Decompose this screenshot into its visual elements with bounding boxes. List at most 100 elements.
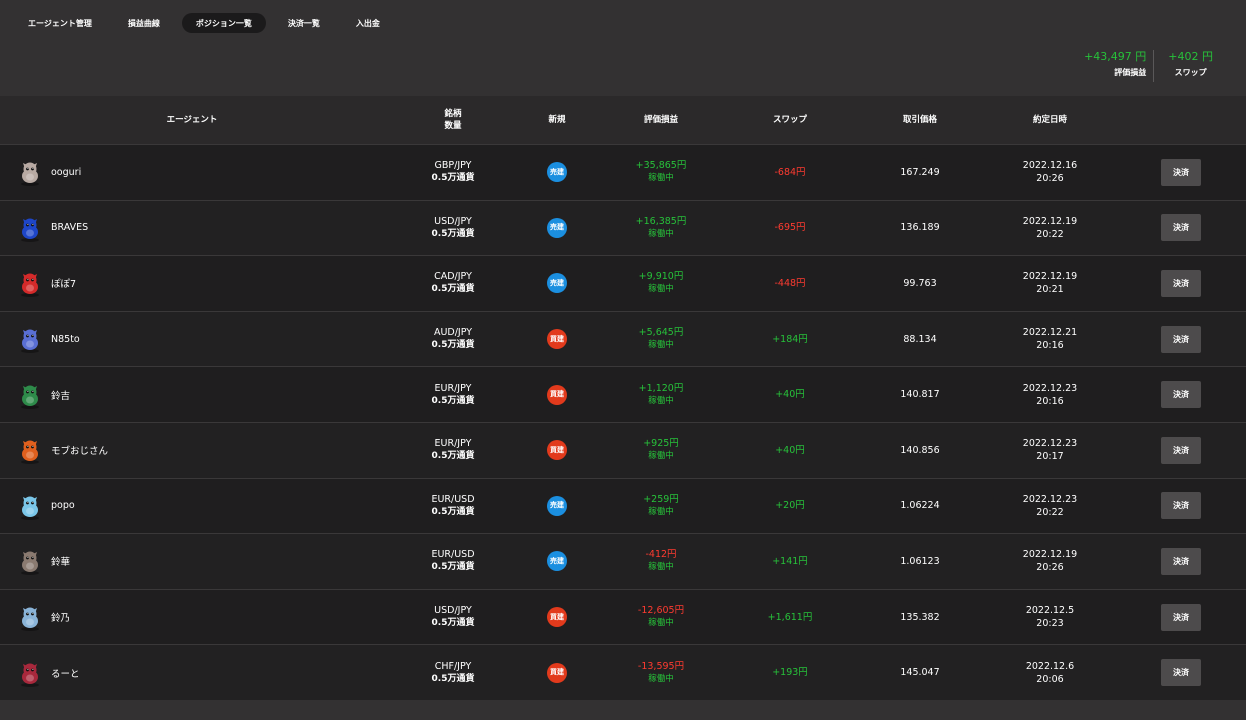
settle-button[interactable]: 決済 — [1161, 214, 1201, 242]
trade-date: 2022.12.5 — [1025, 605, 1075, 617]
header-swap: スワップ — [773, 96, 807, 144]
price-value: 135.382 — [900, 611, 940, 623]
trade-date: 2022.12.19 — [1022, 271, 1078, 283]
pl-value: +9,910円 — [638, 271, 684, 283]
agent-cell: 鈴華 — [16, 534, 70, 589]
agent-name: るーと — [51, 668, 80, 680]
quantity: 0.5万通貨 — [431, 395, 475, 406]
currency-pair: EUR/USD — [431, 549, 475, 561]
price-value: 140.856 — [900, 444, 940, 456]
new-cell: 売建 — [547, 534, 567, 589]
agent-cell: N85to — [16, 312, 80, 367]
price-value: 1.06123 — [900, 555, 940, 567]
currency-pair: EUR/JPY — [434, 382, 472, 394]
pl-cell: +925円 稼働中 — [643, 423, 679, 478]
agent-cell: るーと — [16, 645, 80, 700]
action-cell: 決済 — [1161, 201, 1201, 256]
swap-value: -684円 — [774, 166, 806, 178]
status-text: 稼働中 — [648, 451, 674, 462]
table-row: 鈴吉 EUR/JPY 0.5万通貨 買建 +1,120円 稼働中 +40円 14… — [0, 366, 1246, 422]
status-text: 稼働中 — [648, 618, 674, 629]
header-symbol-label: 銘柄 — [444, 109, 462, 119]
status-text: 稼働中 — [648, 395, 674, 406]
nav-tab[interactable]: ポジション一覧 — [181, 13, 266, 33]
datetime-cell: 2022.12.23 20:16 — [1023, 367, 1077, 422]
price-value: 1.06224 — [900, 500, 940, 512]
price-cell: 145.047 — [900, 645, 939, 700]
header-swap-label: スワップ — [772, 115, 808, 125]
side-badge: 売建 — [547, 162, 567, 183]
agent-avatar-icon — [21, 329, 39, 354]
table-header: エージェント 銘柄 数量 新規 評価損益 スワップ 取引価格 約定日時 — [0, 96, 1246, 144]
new-cell: 買建 — [547, 423, 567, 478]
settle-button[interactable]: 決済 — [1161, 436, 1201, 464]
symbol-cell: EUR/JPY 0.5万通貨 — [432, 423, 475, 478]
agent-avatar-icon — [21, 385, 39, 409]
currency-pair: USD/JPY — [434, 215, 472, 227]
header-symbol-quantity: 銘柄 数量 — [444, 96, 461, 144]
agent-cell: ぽぽ7 — [16, 256, 76, 311]
header-datetime: 約定日時 — [1033, 96, 1067, 144]
datetime-cell: 2022.12.16 20:26 — [1023, 145, 1077, 200]
side-badge: 売建 — [547, 551, 567, 572]
agent-avatar-icon — [21, 496, 39, 520]
nav-tab[interactable]: 入出金 — [355, 18, 380, 28]
swap-cell: +1,611円 — [768, 590, 813, 645]
datetime-cell: 2022.12.19 20:26 — [1023, 534, 1077, 589]
table-row: popo EUR/USD 0.5万通貨 売建 +259円 稼働中 +20円 1.… — [0, 477, 1246, 534]
currency-pair: EUR/USD — [431, 493, 475, 505]
trade-time: 20:23 — [1036, 618, 1064, 630]
trade-time: 20:16 — [1036, 340, 1064, 352]
action-cell: 決済 — [1161, 312, 1201, 367]
symbol-cell: EUR/USD 0.5万通貨 — [431, 479, 474, 534]
pl-cell: +9,910円 稼働中 — [639, 256, 684, 311]
action-cell: 決済 — [1161, 534, 1201, 589]
agent-cell: popo — [16, 479, 75, 534]
header-pl-label: 評価損益 — [643, 115, 679, 125]
nav-tab[interactable]: エージェント管理 — [28, 18, 92, 28]
settle-button[interactable]: 決済 — [1161, 603, 1201, 631]
nav-tab[interactable]: 損益曲線 — [127, 18, 160, 28]
settle-button[interactable]: 決済 — [1161, 269, 1201, 297]
currency-pair: CHF/JPY — [434, 660, 472, 672]
swap-value: +20円 — [775, 500, 805, 512]
header-price-label: 取引価格 — [902, 115, 938, 125]
new-cell: 買建 — [547, 367, 567, 422]
pl-value: +16,385円 — [635, 215, 687, 227]
pl-cell: -12,605円 稼働中 — [638, 590, 684, 645]
trade-time: 20:16 — [1036, 395, 1064, 407]
settle-button[interactable]: 決済 — [1161, 659, 1201, 687]
quantity: 0.5万通貨 — [431, 618, 475, 629]
table-row: ぽぽ7 CAD/JPY 0.5万通貨 売建 +9,910円 稼働中 -448円 … — [0, 255, 1246, 311]
new-cell: 売建 — [547, 145, 567, 200]
pl-cell: -412円 稼働中 — [645, 534, 676, 589]
trade-time: 20:26 — [1036, 173, 1064, 185]
symbol-cell: USD/JPY 0.5万通貨 — [432, 590, 475, 645]
symbol-cell: EUR/JPY 0.5万通貨 — [432, 367, 475, 422]
table-row: 鈴華 EUR/USD 0.5万通貨 売建 -412円 稼働中 +141円 1.0… — [0, 533, 1246, 589]
settle-button[interactable]: 決済 — [1161, 158, 1201, 186]
swap-value: -695円 — [774, 222, 806, 234]
agent-avatar-icon — [21, 551, 39, 576]
currency-pair: EUR/JPY — [434, 438, 472, 450]
pl-value: -12,605円 — [637, 605, 685, 617]
datetime-cell: 2022.12.19 20:22 — [1023, 201, 1077, 256]
settle-button[interactable]: 決済 — [1161, 547, 1201, 575]
swap-cell: +40円 — [775, 367, 805, 422]
price-cell: 99.763 — [903, 256, 936, 311]
settle-button[interactable]: 決済 — [1161, 381, 1201, 409]
table-row: BRAVES USD/JPY 0.5万通貨 売建 +16,385円 稼働中 -6… — [0, 199, 1246, 256]
settle-button[interactable]: 決済 — [1161, 492, 1201, 520]
price-value: 136.189 — [900, 222, 940, 234]
nav-tab[interactable]: 決済一覧 — [287, 18, 320, 28]
action-cell: 決済 — [1161, 590, 1201, 645]
summary-panel: +43,497 円 評価損益 +402 円 スワップ — [1077, 50, 1220, 82]
pl-value: +925円 — [643, 438, 679, 450]
agent-avatar-icon — [21, 218, 39, 242]
table-row: N85to AUD/JPY 0.5万通貨 買建 +5,645円 稼働中 +184… — [0, 310, 1246, 367]
header-quantity-label: 数量 — [444, 121, 462, 131]
status-text: 稼働中 — [648, 340, 674, 351]
quantity: 0.5万通貨 — [431, 228, 475, 239]
settle-button[interactable]: 決済 — [1161, 325, 1201, 353]
table-row: モブおじさん EUR/JPY 0.5万通貨 買建 +925円 稼働中 +40円 … — [0, 421, 1246, 478]
